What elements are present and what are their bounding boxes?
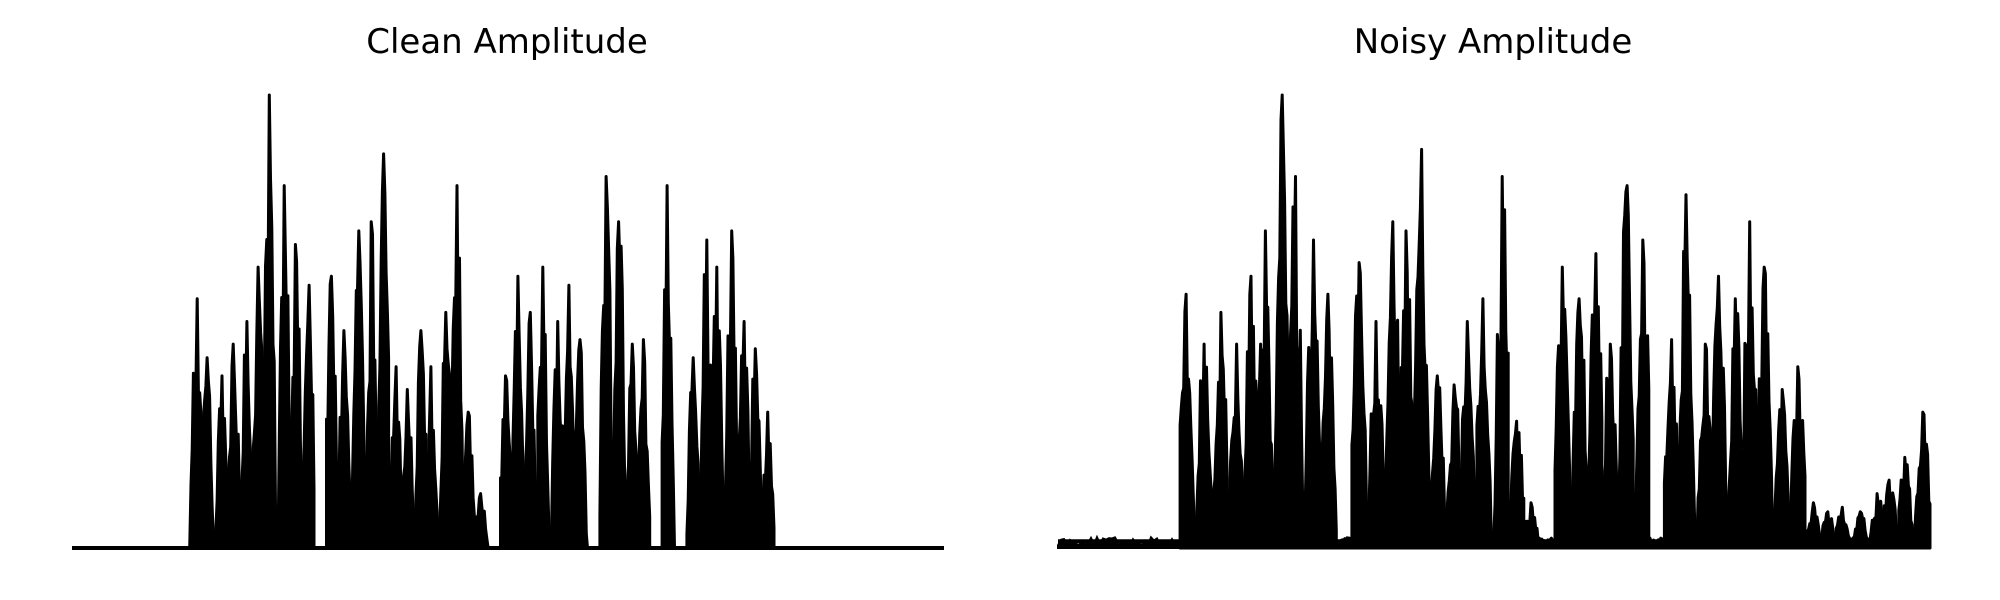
clean-amplitude-burst <box>436 310 453 550</box>
clean-amplitude-burst <box>536 265 552 550</box>
noisy-amplitude-burst <box>1397 229 1416 550</box>
clean-amplitude-burst <box>598 175 614 550</box>
clean-amplitude-plot <box>72 93 944 550</box>
clean-amplitude-burst <box>760 410 776 550</box>
clean-amplitude-burst <box>213 374 229 550</box>
clean-amplitude-title: Clean Amplitude <box>366 22 648 62</box>
noisy-amplitude-burst <box>1725 297 1744 550</box>
clean-amplitude-burst <box>362 220 378 550</box>
clean-amplitude-burst <box>349 229 366 550</box>
noisy-amplitude-burst <box>1616 184 1635 550</box>
noisy-amplitude-burst <box>1506 419 1526 550</box>
clean-amplitude-burst <box>337 329 353 550</box>
clean-amplitude-burst <box>250 265 266 550</box>
noisy-amplitude-burst <box>1662 338 1682 550</box>
clean-amplitude-burst <box>374 152 391 550</box>
clean-amplitude-burst <box>722 229 739 550</box>
clean-amplitude-burst <box>697 238 714 550</box>
noisy-amplitude-burst <box>1787 365 1807 550</box>
clean-amplitude-burst <box>474 492 490 550</box>
noisy-amplitude-burst <box>1803 501 1823 550</box>
clean-amplitude-burst <box>685 356 701 550</box>
clean-amplitude-burst <box>449 184 465 550</box>
noisy-amplitude-burst <box>1600 342 1619 550</box>
clean-amplitude-burst <box>399 388 415 550</box>
noisy-amplitude-burst <box>1850 510 1869 550</box>
clean-amplitude-burst <box>710 265 726 550</box>
clean-amplitude-burst <box>623 342 639 550</box>
clean-amplitude-burst <box>325 274 341 550</box>
clean-amplitude-burst <box>225 342 241 550</box>
noisy-amplitude-burst <box>1569 297 1588 550</box>
clean-amplitude-burst <box>188 297 204 550</box>
clean-amplitude-burst <box>735 320 751 550</box>
noisy-amplitude-burst <box>1287 175 1307 550</box>
noisy-amplitude-burst <box>1741 220 1760 550</box>
clean-amplitude-burst <box>635 338 652 550</box>
noisy-amplitude-burst <box>1631 238 1651 550</box>
noisy-amplitude-burst <box>1819 510 1838 550</box>
noisy-amplitude-burst <box>1709 274 1729 550</box>
clean-amplitude-burst <box>200 356 217 550</box>
clean-amplitude-burst <box>499 374 515 550</box>
clean-amplitude-burst <box>275 184 291 550</box>
noisy-amplitude-burst <box>1678 193 1698 550</box>
noisy-noise-floor <box>1057 534 1182 549</box>
clean-amplitude-burst <box>511 274 527 550</box>
clean-amplitude-burst <box>610 220 627 550</box>
noisy-amplitude-burst <box>1256 229 1276 550</box>
noisy-amplitude-burst <box>1303 238 1323 550</box>
clean-amplitude-burst <box>523 310 540 550</box>
noisy-amplitude-burst <box>1522 501 1541 550</box>
clean-amplitude-burst <box>561 283 577 550</box>
noisy-amplitude-burst <box>1209 310 1229 550</box>
clean-amplitude-burst <box>287 243 304 550</box>
noisy-amplitude-burst <box>1241 274 1260 550</box>
noisy-amplitude-burst <box>1272 93 1291 550</box>
noisy-amplitude-burst <box>1475 297 1494 550</box>
noisy-amplitude-burst <box>1866 492 1885 550</box>
clean-amplitude-burst <box>237 320 254 550</box>
noisy-amplitude-burst <box>1553 265 1573 550</box>
noisy-amplitude-burst <box>1491 175 1510 550</box>
clean-amplitude-burst <box>548 320 565 550</box>
noisy-amplitude-burst <box>1381 220 1401 550</box>
noisy-amplitude-burst <box>1366 320 1385 550</box>
clean-amplitude-burst <box>412 329 428 550</box>
noisy-amplitude-burst <box>1194 342 1213 550</box>
noisy-amplitude-burst <box>1444 383 1463 550</box>
clean-amplitude-burst <box>573 338 589 550</box>
noisy-amplitude-burst <box>1756 265 1776 550</box>
clean-amplitude-burst <box>262 93 279 550</box>
noisy-amplitude-plot <box>1057 93 1932 550</box>
noisy-amplitude-burst <box>1912 410 1932 550</box>
noisy-amplitude-burst <box>1178 292 1198 550</box>
noisy-amplitude-burst <box>1428 374 1448 550</box>
noisy-amplitude-burst <box>1350 261 1370 550</box>
noisy-amplitude-burst <box>1584 252 1604 550</box>
clean-amplitude-burst <box>461 410 478 550</box>
clean-amplitude-burst <box>300 283 316 550</box>
noisy-amplitude-burst <box>1834 505 1854 550</box>
noisy-amplitude-burst <box>1537 536 1557 550</box>
noisy-amplitude-burst <box>1881 478 1901 550</box>
noisy-amplitude-burst <box>1459 320 1479 550</box>
clean-amplitude-burst <box>387 365 403 550</box>
clean-amplitude-burst <box>660 184 676 550</box>
noisy-amplitude-title: Noisy Amplitude <box>1353 22 1633 62</box>
noisy-amplitude-burst <box>1694 342 1713 550</box>
noisy-amplitude-burst <box>1225 342 1245 550</box>
noisy-amplitude-burst <box>1897 455 1916 550</box>
noisy-amplitude-burst <box>1319 292 1338 550</box>
clean-amplitude-burst <box>424 365 440 550</box>
clean-amplitude-burst <box>747 347 763 550</box>
noisy-amplitude-burst <box>1412 147 1432 550</box>
noisy-amplitude-burst <box>1772 388 1791 550</box>
